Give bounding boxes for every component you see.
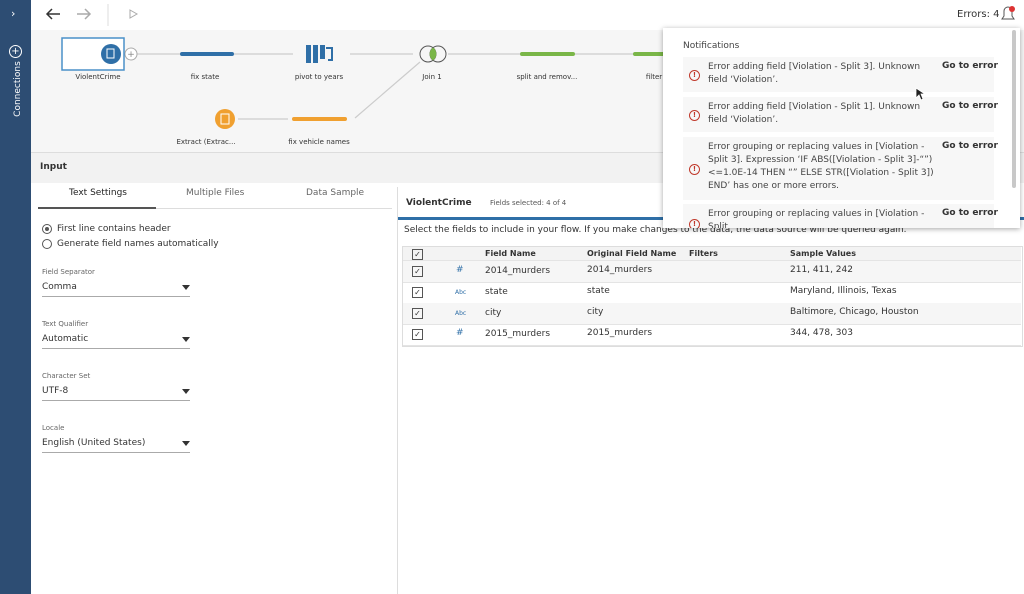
sample-values: Baltimore, Chicago, Houston [790,307,919,317]
option[interactable]: Generate field names automatically [57,239,219,249]
dropdown-arrow [182,337,190,342]
table-row: ✓ Abc state state Maryland, Illinois, Texas [403,282,1021,304]
field-label: Character Set [42,372,91,380]
flow-graph: + [45,4,1015,129]
notification: ! Error grouping or replacing values in [… [683,204,998,228]
select-all[interactable]: ✓ [412,249,423,260]
column-header: Filters [689,249,718,258]
original-name: state [587,286,610,296]
errors-count[interactable]: Errors: 4 [957,9,1000,20]
node-label: split and remov... [516,73,578,81]
table-row: ✓ #2015_murders 2015_murders 344, 478, 303 [403,324,1021,346]
add-step[interactable] [124,47,138,61]
add-connection[interactable]: + [9,45,22,58]
original-name: 2014_murders [587,265,653,275]
tab-underline [38,207,156,209]
node-label: Join 1 [422,73,442,81]
node-label: pivot to years [294,73,344,81]
radio[interactable] [42,224,52,234]
type-icon: Abc [455,310,467,317]
field-name: 2014_murders [485,266,551,276]
notification: ! Error grouping or replacing values in [… [683,137,998,200]
notification-message: Error adding field [Violation - Split 1]… [708,102,921,125]
go-to-error[interactable]: Go to error [942,101,998,111]
tab[interactable]: Data Sample [306,188,365,198]
dropdown[interactable]: UTF-8 [42,384,190,401]
notification-message: Error grouping or replacing values in [V… [708,142,934,191]
field-label: Field Separator [42,268,95,276]
notification: ! Error adding field [Violation - Split 3… [683,57,998,92]
original-name: city [587,307,604,317]
svg-text:+: + [127,50,135,60]
error-icon: ! [689,219,700,228]
field-name: 2015_murders [485,329,551,339]
tab[interactable]: Multiple Files [186,188,245,198]
dropdown-value: English (United States) [42,438,146,448]
notifications-panel: Notifications ! Error adding field [Viola… [663,28,1020,228]
type-icon: # [456,328,464,338]
field-label: Locale [42,424,65,432]
fields-selected: Fields selected: 4 of 4 [490,199,567,207]
node-label: ViolentCrime [75,73,121,81]
checkbox[interactable]: ✓ [412,287,423,298]
node-label: Extract (Extrac... [176,138,236,146]
notification-message: Error adding field [Violation - Split 3]… [708,62,921,85]
dropdown-value: UTF-8 [42,386,69,396]
node-label: fix state [190,73,220,81]
go-to-error[interactable]: Go to error [942,141,998,151]
scrollbar[interactable] [1012,30,1016,188]
expand[interactable]: › [11,7,16,20]
instruction: Select the fields to include in your flo… [404,225,907,235]
tab[interactable]: Text Settings [69,188,127,198]
notifications-title: Notifications [683,41,740,51]
notification: ! Error adding field [Violation - Split 1… [683,97,998,132]
go-to-error[interactable]: Go to error [942,208,998,218]
column-header: Sample Values [790,249,856,258]
sample-values: Maryland, Illinois, Texas [790,286,897,296]
error-icon: ! [689,69,700,81]
panel-title: Input [40,162,67,172]
notification-message: Error grouping or replacing values in [V… [708,209,925,228]
clean-node[interactable] [180,52,234,56]
radio[interactable] [42,239,52,249]
dropdown-arrow [182,285,190,290]
node-label: fix vehicle names [288,138,350,146]
error-icon: ! [689,163,700,175]
dropdown[interactable]: Automatic [42,332,190,349]
table-header: ✓ [403,247,1021,261]
column-header: Field Name [485,249,536,258]
field-name: city [485,308,502,318]
go-to-error[interactable]: Go to error [942,61,998,71]
fields-table [402,246,1023,347]
checkbox[interactable]: ✓ [412,308,423,319]
cursor [915,87,927,101]
type-icon: # [456,265,464,275]
dropdown-value: Comma [42,282,77,292]
original-name: 2015_murders [587,328,653,338]
source-name: ViolentCrime [406,198,472,208]
type-icon: Abc [455,289,467,296]
divider [397,187,398,594]
sample-values: 211, 411, 242 [790,265,853,275]
column-header: Original Field Name [587,249,677,258]
dropdown-arrow [182,389,190,394]
option[interactable]: First line contains header [57,224,171,234]
dropdown[interactable]: Comma [42,280,190,297]
field-name: state [485,287,508,297]
dropdown[interactable]: English (United States) [42,436,190,453]
sample-values: 344, 478, 303 [790,328,853,338]
dropdown-arrow [182,441,190,446]
table-row: ✓ #2014_murders 2014_murders 211, 411, 242 [403,261,1021,283]
table-row: ✓ Abc city city Baltimore, Chicago, Houston [403,303,1021,325]
field-label: Text Qualifier [42,320,89,328]
connections-label: Connections [12,61,23,117]
node-label: filter [645,73,663,81]
checkbox[interactable]: ✓ [412,329,423,340]
tab-rule [38,208,392,209]
error-icon: ! [689,109,700,121]
sidebar [0,0,31,594]
checkbox[interactable]: ✓ [412,266,423,277]
dropdown-value: Automatic [42,334,89,344]
